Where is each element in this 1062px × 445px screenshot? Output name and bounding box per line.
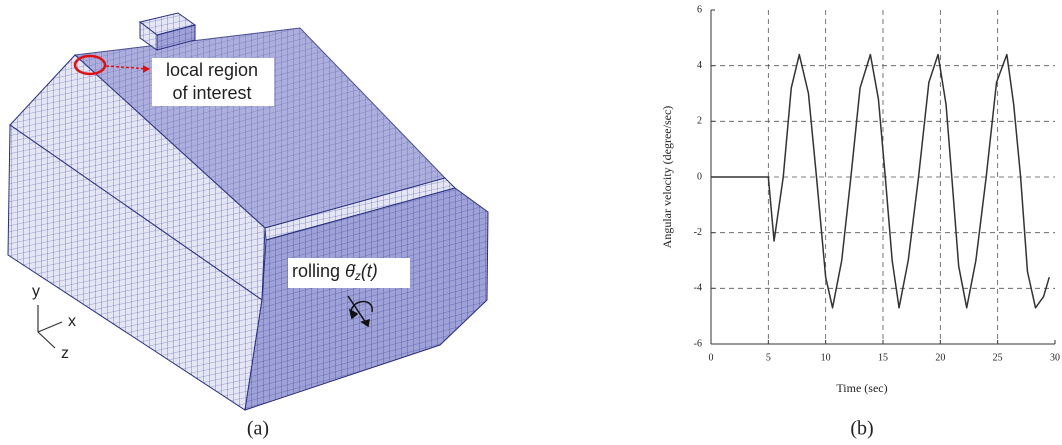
x-tick-label: 10 <box>821 352 831 363</box>
axis-label: y <box>32 283 40 300</box>
x-tick-label: 25 <box>993 352 1003 363</box>
y-axis-title: Angular velocity (degree/sec) <box>660 106 674 249</box>
callout-text: local region <box>166 60 258 80</box>
axis-triad <box>38 305 62 348</box>
y-tick-label: -2 <box>694 227 702 238</box>
x-tick-label: 30 <box>1050 352 1060 363</box>
y-tick-label: -6 <box>694 338 702 349</box>
data-line <box>711 55 1049 308</box>
rolling-label: rolling θ̇z(t) <box>292 261 378 283</box>
x-tick-label: 5 <box>766 352 771 363</box>
caption: (b) <box>850 418 873 440</box>
y-tick-label: 4 <box>697 60 702 71</box>
y-tick-label: 2 <box>697 116 702 127</box>
axis-label: z <box>61 345 69 362</box>
y-tick-label: 0 <box>697 171 702 182</box>
x-tick-label: 15 <box>878 352 888 363</box>
x-tick-label: 20 <box>935 352 945 363</box>
y-tick-label: 6 <box>697 4 702 15</box>
axis-label: x <box>68 313 76 330</box>
callout-text: of interest <box>172 83 251 103</box>
x-axis-title: Time (sec) <box>836 381 887 395</box>
x-tick-label: 0 <box>709 352 714 363</box>
figure: local region of interest rolling θ̇z(t) … <box>0 0 1062 445</box>
y-tick-label: -4 <box>694 283 702 294</box>
caption: (a) <box>247 418 269 440</box>
